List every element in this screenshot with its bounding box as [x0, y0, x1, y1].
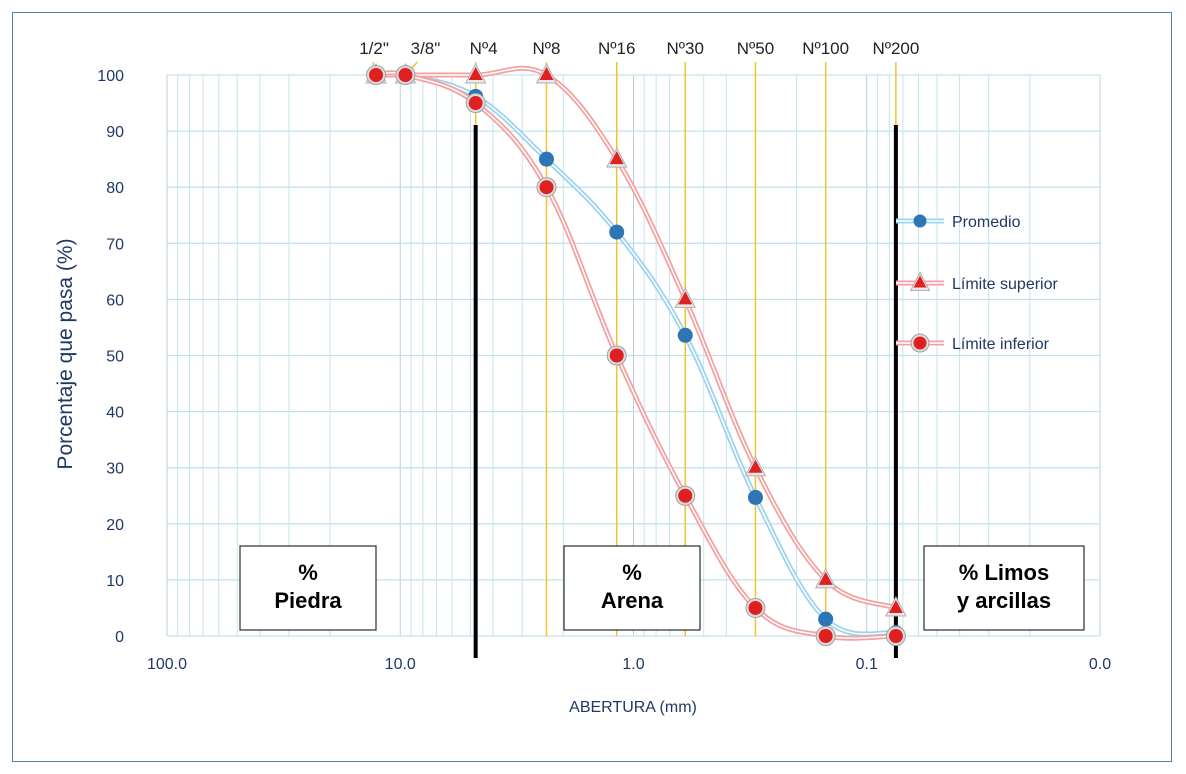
zone-label: % Limos	[959, 560, 1049, 585]
data-point	[539, 151, 555, 167]
x-tick-label: 100.0	[147, 656, 187, 673]
series-1	[365, 62, 907, 617]
legend: Promedio Límite superior Límite inferior	[896, 214, 1058, 353]
data-point	[609, 224, 625, 240]
data-point	[677, 327, 693, 343]
x-axis-title: ABERTURA (mm)	[569, 699, 697, 716]
zone-box	[239, 545, 377, 631]
y-tick-label: 80	[106, 180, 124, 197]
data-point-inner	[468, 96, 483, 111]
sieve-label: Nº8	[533, 39, 561, 58]
data-point-inner	[888, 629, 903, 643]
series-line-core	[375, 72, 897, 635]
sieve-label: 1/2"	[359, 39, 389, 58]
zone-label: %	[622, 560, 642, 585]
x-tick-label: 10.0	[385, 656, 416, 673]
y-tick-label: 90	[106, 124, 124, 141]
data-point-inner	[678, 488, 693, 503]
x-tick-label: 1.0	[622, 656, 644, 673]
series-line-outline	[376, 65, 897, 611]
sieve-labels: 1/2" 3/8" Nº4 Nº8 Nº16 Nº30 Nº50 Nº100 Nº200	[359, 39, 919, 58]
y-tick-label: 0	[115, 629, 124, 646]
series-line-core	[376, 67, 897, 609]
x-tick-label: 0.1	[856, 656, 878, 673]
legend-label: Límite inferior	[952, 336, 1050, 353]
data-point-inner	[748, 600, 763, 615]
data-point-inner	[369, 68, 384, 82]
data-point-inner	[609, 348, 624, 363]
data-point-inner	[888, 599, 903, 613]
sieve-label: Nº30	[667, 39, 704, 58]
data-point	[747, 489, 763, 505]
zone-label: Piedra	[274, 588, 342, 613]
sieve-label: 3/8"	[411, 39, 441, 58]
y-tick-label: 60	[106, 292, 124, 309]
data-point-inner	[398, 68, 413, 82]
zone-box	[923, 545, 1085, 631]
series-2	[366, 65, 906, 646]
chart-frame	[12, 12, 1172, 762]
y-tick-label: 70	[106, 236, 124, 253]
y-tick-label: 30	[106, 461, 124, 478]
legend-marker-inner	[913, 336, 927, 350]
legend-marker	[913, 214, 927, 228]
zone-label: y arcillas	[957, 588, 1051, 613]
y-tick-label: 100	[97, 68, 124, 85]
sieve-label: Nº16	[598, 39, 635, 58]
y-tick-label: 40	[106, 405, 124, 422]
legend-marker-inner	[913, 275, 927, 288]
y-tick-label: 50	[106, 349, 124, 366]
data-point-inner	[748, 459, 763, 473]
data-point	[818, 611, 834, 627]
data-point-inner	[609, 151, 624, 165]
zone-labels: % Piedra% Arena % Limos y arcillas	[239, 545, 1085, 631]
sieve-label: Nº200	[872, 39, 919, 58]
y-axis-title: Porcentaje que pasa (%)	[54, 238, 77, 469]
zone-boundaries	[473, 125, 898, 658]
legend-label: Promedio	[952, 214, 1021, 231]
y-tick-label: 10	[106, 573, 124, 590]
sieve-label: Nº50	[737, 39, 774, 58]
y-axis-ticks: 0 10 20 30 40 50 60 70 80 90 100	[97, 68, 124, 646]
data-point-inner	[818, 629, 833, 643]
zone-box	[563, 545, 701, 631]
zone-label: %	[298, 560, 318, 585]
data-point-inner	[539, 67, 554, 80]
y-tick-label: 20	[106, 517, 124, 534]
sieve-label: Nº100	[802, 39, 849, 58]
zone-label: Arena	[601, 588, 664, 613]
data-point-inner	[539, 180, 554, 195]
sieve-label: Nº4	[470, 39, 498, 58]
data-point-inner	[468, 67, 483, 80]
x-tick-label: 0.0	[1089, 656, 1111, 673]
data-series	[365, 62, 907, 646]
data-point-inner	[678, 291, 693, 305]
legend-label: Límite superior	[952, 276, 1058, 293]
x-axis-ticks: 100.0 10.0 1.0 0.1 0.0	[147, 656, 1111, 673]
data-point-inner	[818, 571, 833, 585]
